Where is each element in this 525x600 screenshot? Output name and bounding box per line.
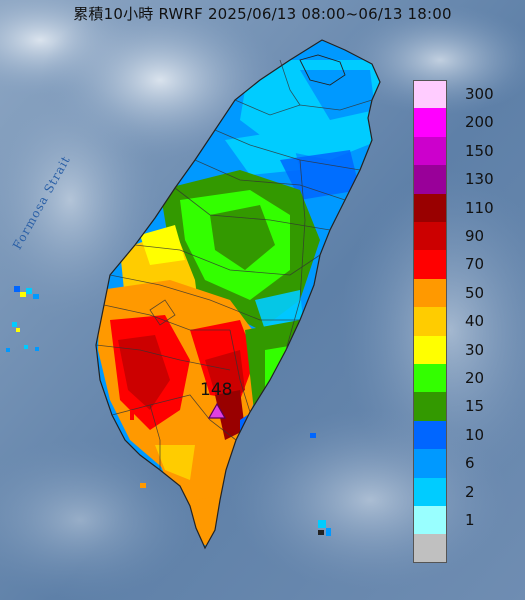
legend-label: 10: [465, 425, 485, 444]
legend-label: 200: [465, 113, 494, 132]
legend-label: 150: [465, 141, 494, 160]
legend-label: 6: [465, 454, 475, 473]
legend-swatch: [413, 335, 447, 364]
legend-row: 90: [413, 222, 513, 251]
legend-swatch: [413, 250, 447, 279]
legend-row: 1: [413, 506, 513, 535]
northern-coast: [299, 54, 346, 86]
legend-swatch: [413, 193, 447, 222]
legend-swatch: [413, 278, 447, 308]
legend-swatch: [413, 392, 447, 421]
offshore-rain-specks: [6, 286, 331, 536]
legend-label: 90: [465, 227, 485, 245]
legend-row: 150: [413, 136, 513, 166]
legend-swatch: [413, 506, 447, 535]
legend-label: 130: [465, 170, 494, 189]
cloud-patch: [0, 440, 200, 600]
legend-swatch: [413, 364, 447, 393]
legend-swatch: [413, 307, 447, 336]
legend-label: 110: [465, 198, 494, 217]
legend-label: 40: [465, 312, 485, 331]
cloud-patch: [0, 80, 160, 320]
legend-row: 200: [413, 108, 513, 137]
legend-label: 1: [465, 511, 475, 529]
island-outline: [95, 39, 381, 550]
legend-row: 20: [413, 364, 513, 393]
legend-row: 6: [413, 449, 513, 478]
triangle-marker-icon: [208, 403, 226, 419]
legend-label: 15: [465, 397, 485, 416]
legend-swatch: [413, 80, 447, 109]
legend-row: 30: [413, 335, 513, 364]
legend-row: 2: [413, 477, 513, 506]
county-boundaries: [95, 59, 373, 470]
cloud-patch: [340, 5, 525, 115]
map-title: 累積10小時 RWRF 2025/06/13 08:00~06/13 18:00: [73, 5, 452, 23]
legend-label: 300: [465, 85, 494, 103]
legend-swatch: [413, 534, 447, 563]
legend-row: 130: [413, 165, 513, 194]
legend-row: 10: [413, 420, 513, 450]
max-rainfall-value: 148: [200, 380, 233, 400]
legend-row: 110: [413, 193, 513, 222]
legend-swatch: [413, 420, 447, 450]
legend-row: 50: [413, 278, 513, 308]
legend-swatch: [413, 477, 447, 506]
legend-row: [413, 534, 513, 563]
legend-swatch: [413, 449, 447, 478]
legend-label: 2: [465, 482, 475, 501]
legend-swatch: [413, 136, 447, 166]
legend-label: 20: [465, 369, 485, 387]
legend-row: 40: [413, 307, 513, 336]
legend-row: 15: [413, 392, 513, 421]
legend-swatch: [413, 108, 447, 137]
legend-swatch: [413, 222, 447, 251]
legend-label: 50: [465, 283, 485, 302]
legend-label: 30: [465, 340, 485, 359]
legend-row: 300: [413, 80, 513, 109]
legend-label: 70: [465, 255, 485, 274]
legend-swatch: [413, 165, 447, 194]
legend-row: 70: [413, 250, 513, 279]
